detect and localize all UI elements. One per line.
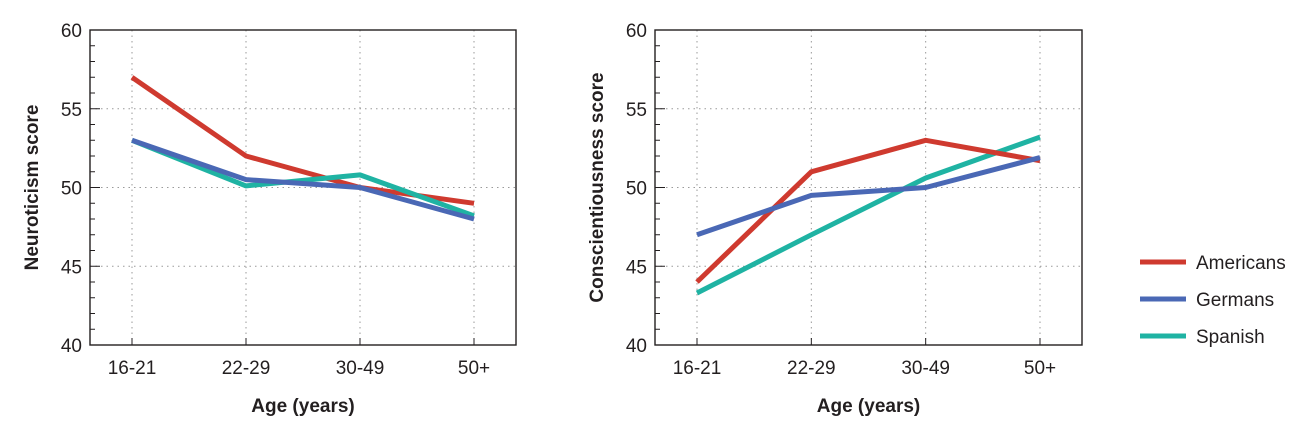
conscientiousness-germans-line <box>696 155 1041 238</box>
conscientiousness-y-tick-label: 60 <box>626 21 647 42</box>
conscientiousness-x-tick-label: 22-29 <box>787 358 836 379</box>
conscientiousness-y-axis-title: Conscientiousness score <box>587 72 608 302</box>
conscientiousness-x-tick-label: 16-21 <box>673 358 722 379</box>
conscientiousness-y-tick-label: 45 <box>626 257 647 278</box>
neuroticism-y-tick-label: 45 <box>61 257 82 278</box>
neuroticism-x-tick-label: 30-49 <box>336 358 385 379</box>
neuroticism-y-tick-label: 40 <box>61 336 82 357</box>
neuroticism-x-tick-label: 50+ <box>458 358 490 379</box>
legend-label-spanish: Spanish <box>1196 327 1265 348</box>
conscientiousness-x-axis-title: Age (years) <box>817 396 921 417</box>
neuroticism-x-tick-label: 22-29 <box>222 358 271 379</box>
conscientiousness-x-tick-label: 50+ <box>1024 358 1056 379</box>
neuroticism-y-tick-label: 55 <box>61 100 82 121</box>
neuroticism-y-tick-label: 60 <box>61 21 82 42</box>
neuroticism-x-tick-label: 16-21 <box>108 358 157 379</box>
conscientiousness-americans-line <box>695 137 1041 284</box>
legend-label-germans: Germans <box>1196 290 1274 311</box>
legend-label-americans: Americans <box>1196 253 1286 274</box>
conscientiousness-plot-frame <box>654 29 1083 346</box>
conscientiousness-y-tick-label: 50 <box>626 179 647 200</box>
conscientiousness-chart: 40 45 50 55 60 16-21 22-29 30-49 50+ Age (years) C… <box>587 21 1083 417</box>
conscientiousness-spanish-line <box>695 134 1041 296</box>
conscientiousness-x-tick-label: 30-49 <box>901 358 950 379</box>
conscientiousness-y-tick-label: 55 <box>626 100 647 121</box>
neuroticism-x-axis-title: Age (years) <box>251 396 355 417</box>
legend: Americans Germans Spanish <box>1140 253 1286 348</box>
conscientiousness-y-tick-label: 40 <box>626 336 647 357</box>
neuroticism-y-axis-title: Neuroticism score <box>22 105 43 271</box>
neuroticism-y-tick-label: 50 <box>61 179 82 200</box>
neuroticism-spanish-line <box>131 137 475 219</box>
neuroticism-plot-frame <box>89 29 517 346</box>
neuroticism-germans-line <box>131 137 475 222</box>
neuroticism-chart: 40 45 50 55 60 16-21 22-29 30-49 50+ Age (years) N… <box>22 21 517 417</box>
